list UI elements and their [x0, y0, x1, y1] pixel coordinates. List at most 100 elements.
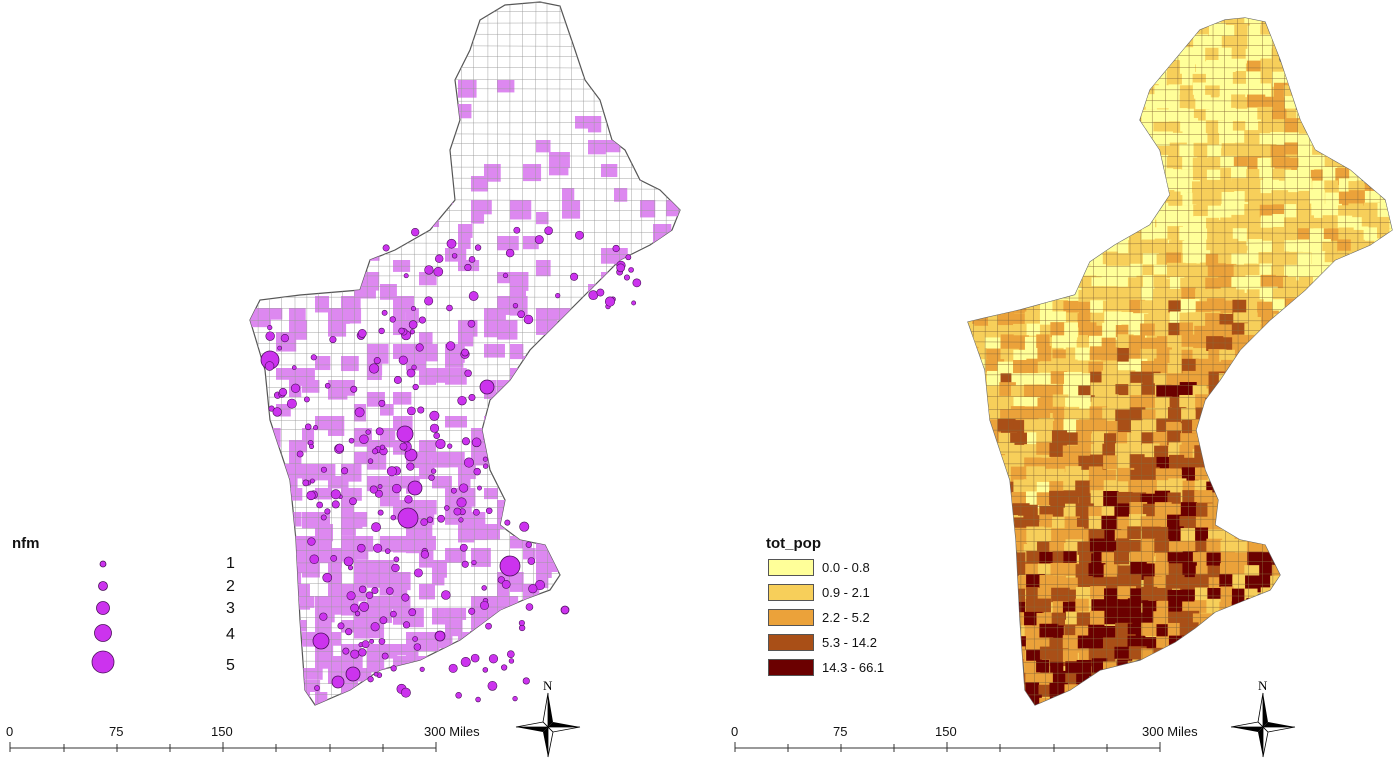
right-map-cell — [1271, 190, 1289, 204]
right-map-cell — [1336, 696, 1352, 705]
left-map-cell — [614, 680, 633, 696]
right-map-cell — [1234, 671, 1251, 686]
right-map-cell — [1351, 502, 1367, 515]
left-map-cell — [536, 656, 554, 671]
right-map-cell — [1037, 1, 1052, 14]
left-map-cell — [601, 164, 618, 178]
right-map-cell — [1312, 109, 1331, 123]
right-map-cell — [986, 649, 1004, 667]
left-map-cell — [367, 80, 386, 98]
left-map-symbol — [415, 343, 424, 352]
right-map-cell — [1324, 18, 1338, 19]
right-map-cell — [1052, 358, 1067, 376]
right-map-cell — [1180, 60, 1196, 76]
left-map-cell — [367, 692, 383, 704]
right-map-cell — [1322, 301, 1337, 319]
right-map-cell — [1194, 168, 1210, 183]
right-map-cell — [1076, 192, 1092, 210]
right-map-cell — [1335, 264, 1353, 278]
right-map-cell — [1324, 565, 1338, 579]
right-map-cell — [968, 528, 977, 544]
right-map-cell — [1012, 229, 1030, 247]
left-map-cell — [445, 548, 466, 563]
right-map-cell — [1337, 408, 1352, 423]
right-map-cell — [1244, 312, 1258, 325]
nfm-legend-label-2: 2 — [226, 578, 235, 595]
left-map-cell — [497, 596, 519, 615]
left-map-symbol — [371, 587, 379, 595]
right-map-cell — [1245, 457, 1260, 474]
right-map-cell — [1153, 288, 1167, 307]
right-map-cell — [1361, 336, 1378, 352]
right-map-cell — [1390, 370, 1392, 386]
right-map-cell — [1312, 612, 1332, 630]
right-map-cell — [1336, 311, 1350, 327]
left-map-symbol — [534, 235, 544, 245]
right-map-cell — [968, 298, 976, 315]
right-map-cell — [1351, 419, 1370, 435]
right-map-cell — [1257, 430, 1277, 447]
right-map-cell — [1323, 407, 1339, 423]
left-map-cell — [367, 152, 381, 172]
right-map-cell — [1194, 574, 1209, 591]
right-map-cell — [1325, 672, 1340, 689]
left-map-cell — [640, 488, 662, 507]
left-map-symbol — [412, 636, 418, 642]
left-map-cell — [653, 416, 674, 431]
left-map-symbol — [345, 666, 361, 682]
right-map-cell — [1089, 157, 1104, 171]
left-map-cell — [523, 548, 536, 560]
right-map-cell — [972, 1, 990, 16]
left-map-symbol — [413, 568, 423, 578]
left-map-cell — [458, 224, 473, 238]
right-map-cell — [1363, 289, 1379, 308]
right-map-cell — [1348, 624, 1364, 640]
right-map-cell — [987, 84, 1005, 102]
right-map-cell — [1130, 708, 1147, 723]
left-map-cell — [354, 692, 372, 705]
right-map-cell — [1153, 373, 1171, 389]
right-map-cell — [1128, 178, 1145, 194]
right-map-cell — [1193, 142, 1208, 156]
right-map-cell — [1258, 385, 1277, 399]
left-map-symbol — [435, 438, 446, 449]
left-map-cell — [666, 620, 680, 637]
right-map-cell — [1192, 82, 1208, 99]
left-map-cell — [549, 392, 570, 409]
right-map-cell — [1102, 25, 1121, 41]
right-map-cell — [1310, 61, 1328, 79]
left-map-symbol — [404, 495, 413, 504]
right-map-cell — [1050, 322, 1069, 338]
right-map-cell — [1377, 406, 1392, 423]
right-map-cell — [1063, 300, 1079, 313]
right-north-arrow-icon — [1230, 692, 1296, 758]
left-map-cell — [419, 368, 437, 385]
right-map-cell — [1064, 262, 1078, 278]
left-map-symbol — [433, 266, 444, 277]
right-map-cell — [987, 276, 1005, 289]
right-map-cell — [1026, 323, 1041, 336]
right-map-cell — [1273, 384, 1288, 402]
right-map-cell — [1130, 684, 1145, 701]
right-map-cell — [1375, 178, 1389, 196]
left-map-symbol — [386, 466, 397, 477]
right-map-cell — [1075, 157, 1093, 173]
right-map-cell — [1153, 274, 1167, 291]
right-map-cell — [999, 442, 1015, 457]
right-map-cell — [1375, 82, 1390, 97]
right-map-cell — [1168, 478, 1187, 494]
right-map-cell — [971, 34, 988, 49]
right-map-cell — [1325, 71, 1343, 87]
right-map-cell — [1272, 528, 1288, 545]
right-map-cell — [1247, 370, 1265, 384]
right-map-cell — [1127, 156, 1145, 173]
left-map-cell — [601, 656, 617, 675]
right-map-cell — [1012, 286, 1029, 299]
left-map-cell — [627, 560, 645, 580]
right-map-cell — [1388, 622, 1392, 639]
right-map-cell — [1271, 466, 1291, 484]
left-map-cell — [289, 440, 308, 453]
right-map-cell — [1390, 469, 1392, 484]
left-map-cell — [289, 620, 307, 632]
right-scale-bar — [734, 742, 1161, 752]
